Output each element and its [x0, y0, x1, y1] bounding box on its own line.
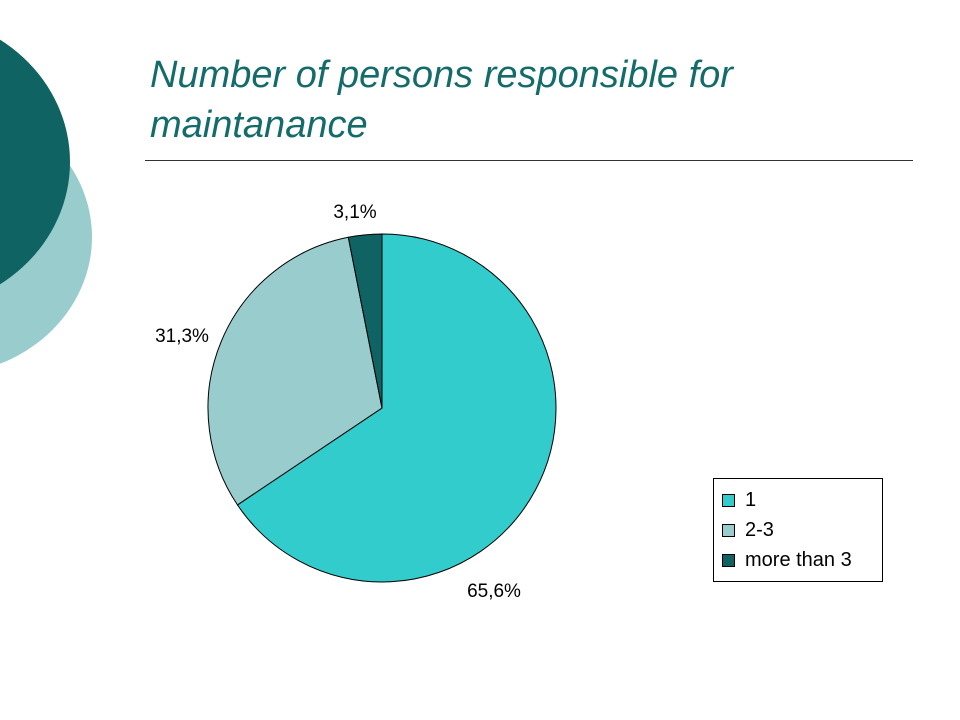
legend-swatch	[722, 523, 735, 537]
legend-label: more than 3	[745, 548, 852, 571]
chart-legend: 1 2-3 more than 3	[713, 478, 883, 582]
legend-item-1: 1	[714, 485, 882, 515]
data-label-2-3: 31,3%	[155, 326, 209, 347]
decor-dark-circle	[0, 39, 70, 285]
pie-slices	[207, 233, 557, 583]
pie-data-labels: 65,6% 31,3% 3,1%	[155, 202, 521, 602]
data-label-more-than-3: 3,1%	[333, 202, 376, 223]
legend-item-2-3: 2-3	[714, 515, 882, 545]
data-label-1: 65,6%	[467, 581, 521, 602]
slide-title: Number of persons responsible for mainta…	[150, 54, 733, 146]
legend-label: 1	[745, 488, 757, 511]
legend-item-more-than-3: more than 3	[714, 545, 882, 575]
legend-label: 2-3	[745, 518, 774, 541]
pie-slice-2-3	[207, 236, 383, 506]
legend-swatch	[722, 553, 735, 567]
pie-slice-more-than-3	[347, 233, 383, 409]
title-divider	[145, 160, 913, 161]
pie-slice-1	[236, 233, 557, 583]
legend-swatch	[722, 493, 735, 507]
